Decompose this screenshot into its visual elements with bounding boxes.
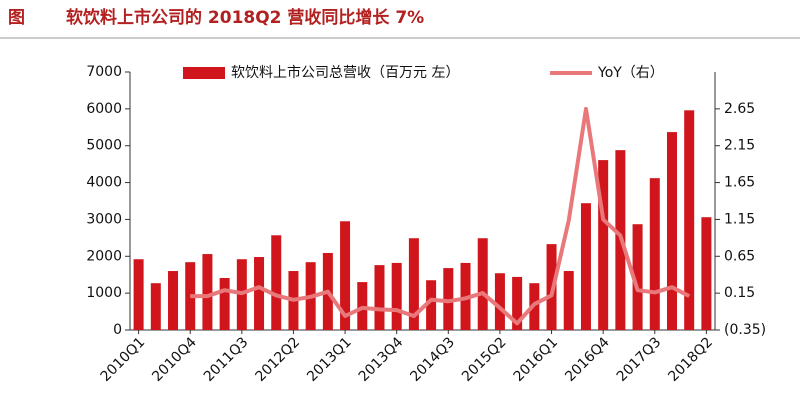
bar	[391, 262, 402, 330]
y2-tick-label: 0.65	[724, 248, 755, 264]
y-tick-label: 3000	[86, 211, 122, 227]
bar	[632, 224, 643, 330]
x-tick-label: 2013Q4	[356, 334, 407, 385]
bar	[598, 160, 609, 330]
x-tick-label: 2012Q2	[253, 334, 304, 385]
y-tick-label: 7000	[86, 64, 122, 80]
bar	[443, 268, 454, 330]
y2-tick-label: 0.15	[724, 285, 755, 301]
x-tick-label: 2011Q3	[201, 334, 252, 385]
legend-label: 软饮料上市公司总营收（百万元 左）	[231, 64, 459, 81]
x-tick-label: 2014Q3	[407, 334, 458, 385]
y2-tick-label: 1.65	[724, 175, 755, 191]
bar	[580, 203, 591, 330]
bar	[477, 238, 488, 330]
y-tick-label: 0	[113, 322, 122, 338]
bar	[219, 278, 230, 330]
bar	[254, 257, 265, 330]
bar	[494, 273, 505, 330]
bar	[426, 280, 437, 330]
y-tick-label: 2000	[86, 248, 122, 264]
bar	[408, 238, 419, 330]
x-tick-label: 2013Q1	[304, 334, 355, 385]
y2-tick-label: (0.35)	[724, 322, 766, 338]
legend-label: YoY（右）	[597, 65, 664, 81]
bar	[133, 259, 144, 330]
y-tick-label: 5000	[86, 138, 122, 154]
bar	[563, 271, 574, 330]
bar	[150, 283, 161, 330]
x-tick-label: 2016Q4	[562, 334, 613, 385]
y2-tick-label: 2.65	[724, 101, 755, 117]
y2-tick-label: 1.15	[724, 211, 755, 227]
x-tick-label: 2015Q2	[459, 334, 510, 385]
y-tick-label: 4000	[86, 175, 122, 191]
bar	[649, 178, 660, 330]
bar	[271, 235, 282, 330]
y-tick-label: 1000	[86, 285, 122, 301]
figure-label: 图	[8, 8, 25, 28]
bar	[202, 254, 213, 330]
bar	[340, 221, 351, 330]
y-tick-label: 6000	[86, 101, 122, 117]
x-tick-label: 2010Q1	[98, 334, 149, 385]
line	[190, 106, 691, 326]
bar	[512, 276, 523, 330]
x-tick-label: 2017Q3	[614, 334, 665, 385]
x-tick-label: 2010Q4	[149, 334, 200, 385]
bar	[374, 265, 385, 330]
bar	[168, 271, 179, 330]
chart-title: 软饮料上市公司的 2018Q2 营收同比增长 7%	[66, 7, 424, 28]
legend-swatch	[183, 67, 225, 79]
bar	[684, 110, 695, 331]
y2-tick-label: 2.15	[724, 138, 755, 154]
bar	[666, 132, 677, 330]
bar	[701, 217, 712, 330]
x-tick-label: 2018Q2	[665, 334, 716, 385]
x-tick-label: 2016Q1	[511, 334, 562, 385]
